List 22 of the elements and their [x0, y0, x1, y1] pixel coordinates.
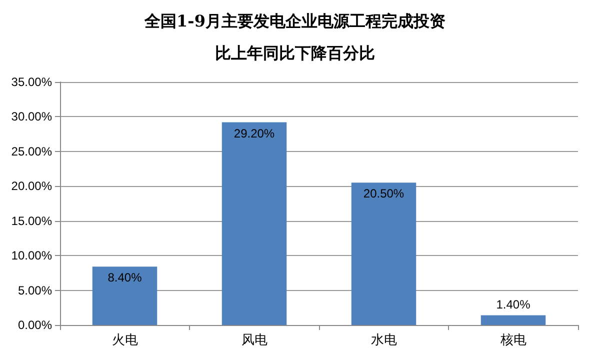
chart-subtitle: 比上年同比下降百分比 — [215, 44, 375, 62]
bar — [351, 182, 416, 325]
y-tick-label: 0.00% — [18, 318, 52, 332]
y-tick-label: 15.00% — [11, 214, 52, 228]
y-tick-label: 30.00% — [11, 110, 52, 124]
y-tick-label: 5.00% — [18, 283, 52, 298]
x-tick-label: 火电 — [112, 332, 138, 347]
y-tick-label: 10.00% — [11, 248, 52, 263]
bar — [92, 266, 158, 325]
bar — [222, 122, 287, 325]
x-tick-label: 风电 — [241, 332, 268, 347]
x-tick-label: 核电 — [499, 332, 526, 347]
chart-title: 全国1-9月主要发电企业电源工程完成投资 — [144, 12, 446, 30]
bar — [480, 315, 546, 325]
y-tick-label: 35.00% — [11, 75, 52, 89]
data-label: 1.40% — [496, 297, 531, 312]
y-tick-label: 20.00% — [11, 179, 52, 194]
y-tick-label: 25.00% — [11, 144, 52, 158]
data-label: 29.20% — [234, 126, 275, 140]
data-label: 20.50% — [363, 186, 404, 201]
x-tick-label: 水电 — [370, 332, 397, 347]
data-label: 8.40% — [108, 270, 142, 285]
